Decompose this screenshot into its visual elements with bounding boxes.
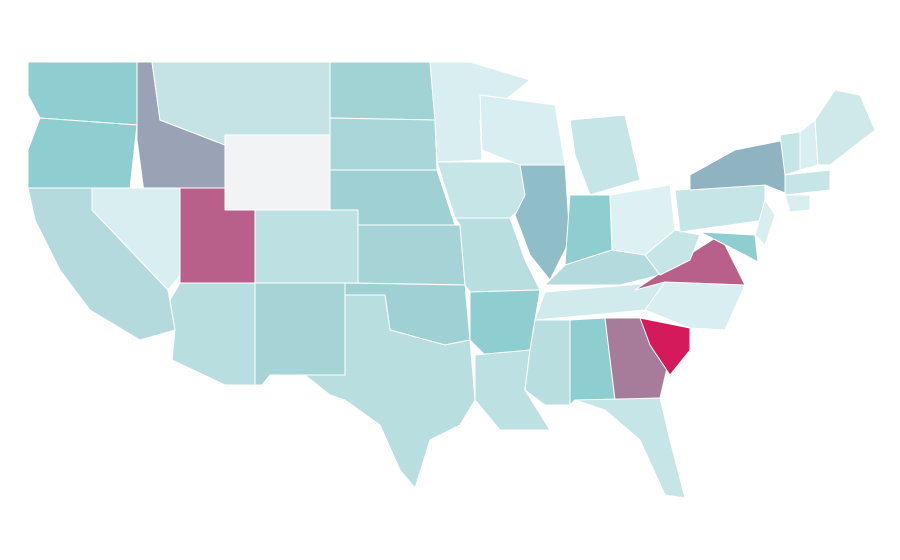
state — [479, 94, 566, 166]
state — [436, 161, 531, 219]
state — [644, 281, 746, 331]
state — [169, 282, 256, 386]
state — [674, 184, 766, 233]
state — [639, 317, 691, 376]
state — [27, 187, 176, 341]
state — [254, 282, 346, 386]
state — [224, 134, 331, 211]
state — [644, 229, 701, 276]
state — [469, 289, 541, 356]
state — [254, 209, 359, 284]
state — [814, 89, 876, 166]
state — [689, 139, 791, 196]
state — [699, 231, 759, 263]
state — [27, 61, 138, 126]
state — [569, 114, 641, 196]
state — [754, 199, 776, 246]
state — [784, 194, 811, 213]
state — [574, 397, 686, 499]
state — [329, 61, 436, 121]
state — [304, 294, 476, 489]
state — [357, 224, 466, 286]
state — [329, 117, 438, 171]
state — [27, 117, 138, 189]
state — [784, 169, 831, 196]
state — [429, 61, 531, 163]
state — [514, 164, 571, 281]
